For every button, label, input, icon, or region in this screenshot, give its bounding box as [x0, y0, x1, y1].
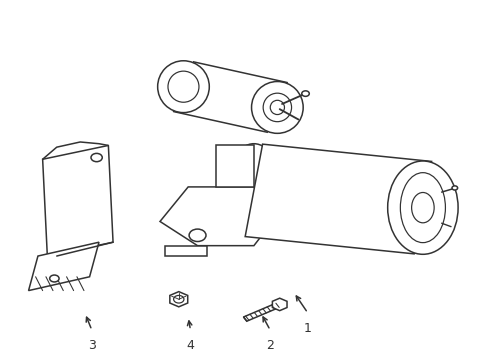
- Circle shape: [301, 91, 308, 96]
- Text: 1: 1: [304, 322, 311, 335]
- Polygon shape: [169, 292, 187, 307]
- Polygon shape: [164, 246, 206, 256]
- Polygon shape: [28, 242, 99, 291]
- Text: 2: 2: [266, 339, 274, 352]
- Text: 3: 3: [88, 339, 96, 352]
- Ellipse shape: [263, 93, 291, 122]
- Ellipse shape: [157, 61, 209, 113]
- Circle shape: [173, 296, 183, 303]
- Ellipse shape: [168, 71, 199, 102]
- Polygon shape: [272, 298, 286, 311]
- Ellipse shape: [411, 193, 433, 223]
- Ellipse shape: [387, 161, 457, 254]
- Text: 4: 4: [186, 339, 194, 352]
- Polygon shape: [244, 144, 431, 254]
- Ellipse shape: [270, 100, 284, 114]
- Polygon shape: [160, 187, 272, 246]
- Polygon shape: [173, 62, 287, 132]
- Circle shape: [189, 229, 205, 242]
- Circle shape: [50, 275, 59, 282]
- Polygon shape: [216, 145, 253, 187]
- Polygon shape: [243, 302, 281, 321]
- Ellipse shape: [251, 81, 303, 133]
- Ellipse shape: [225, 144, 282, 237]
- Circle shape: [451, 186, 457, 190]
- Polygon shape: [42, 145, 113, 256]
- Circle shape: [91, 153, 102, 162]
- Ellipse shape: [400, 173, 445, 243]
